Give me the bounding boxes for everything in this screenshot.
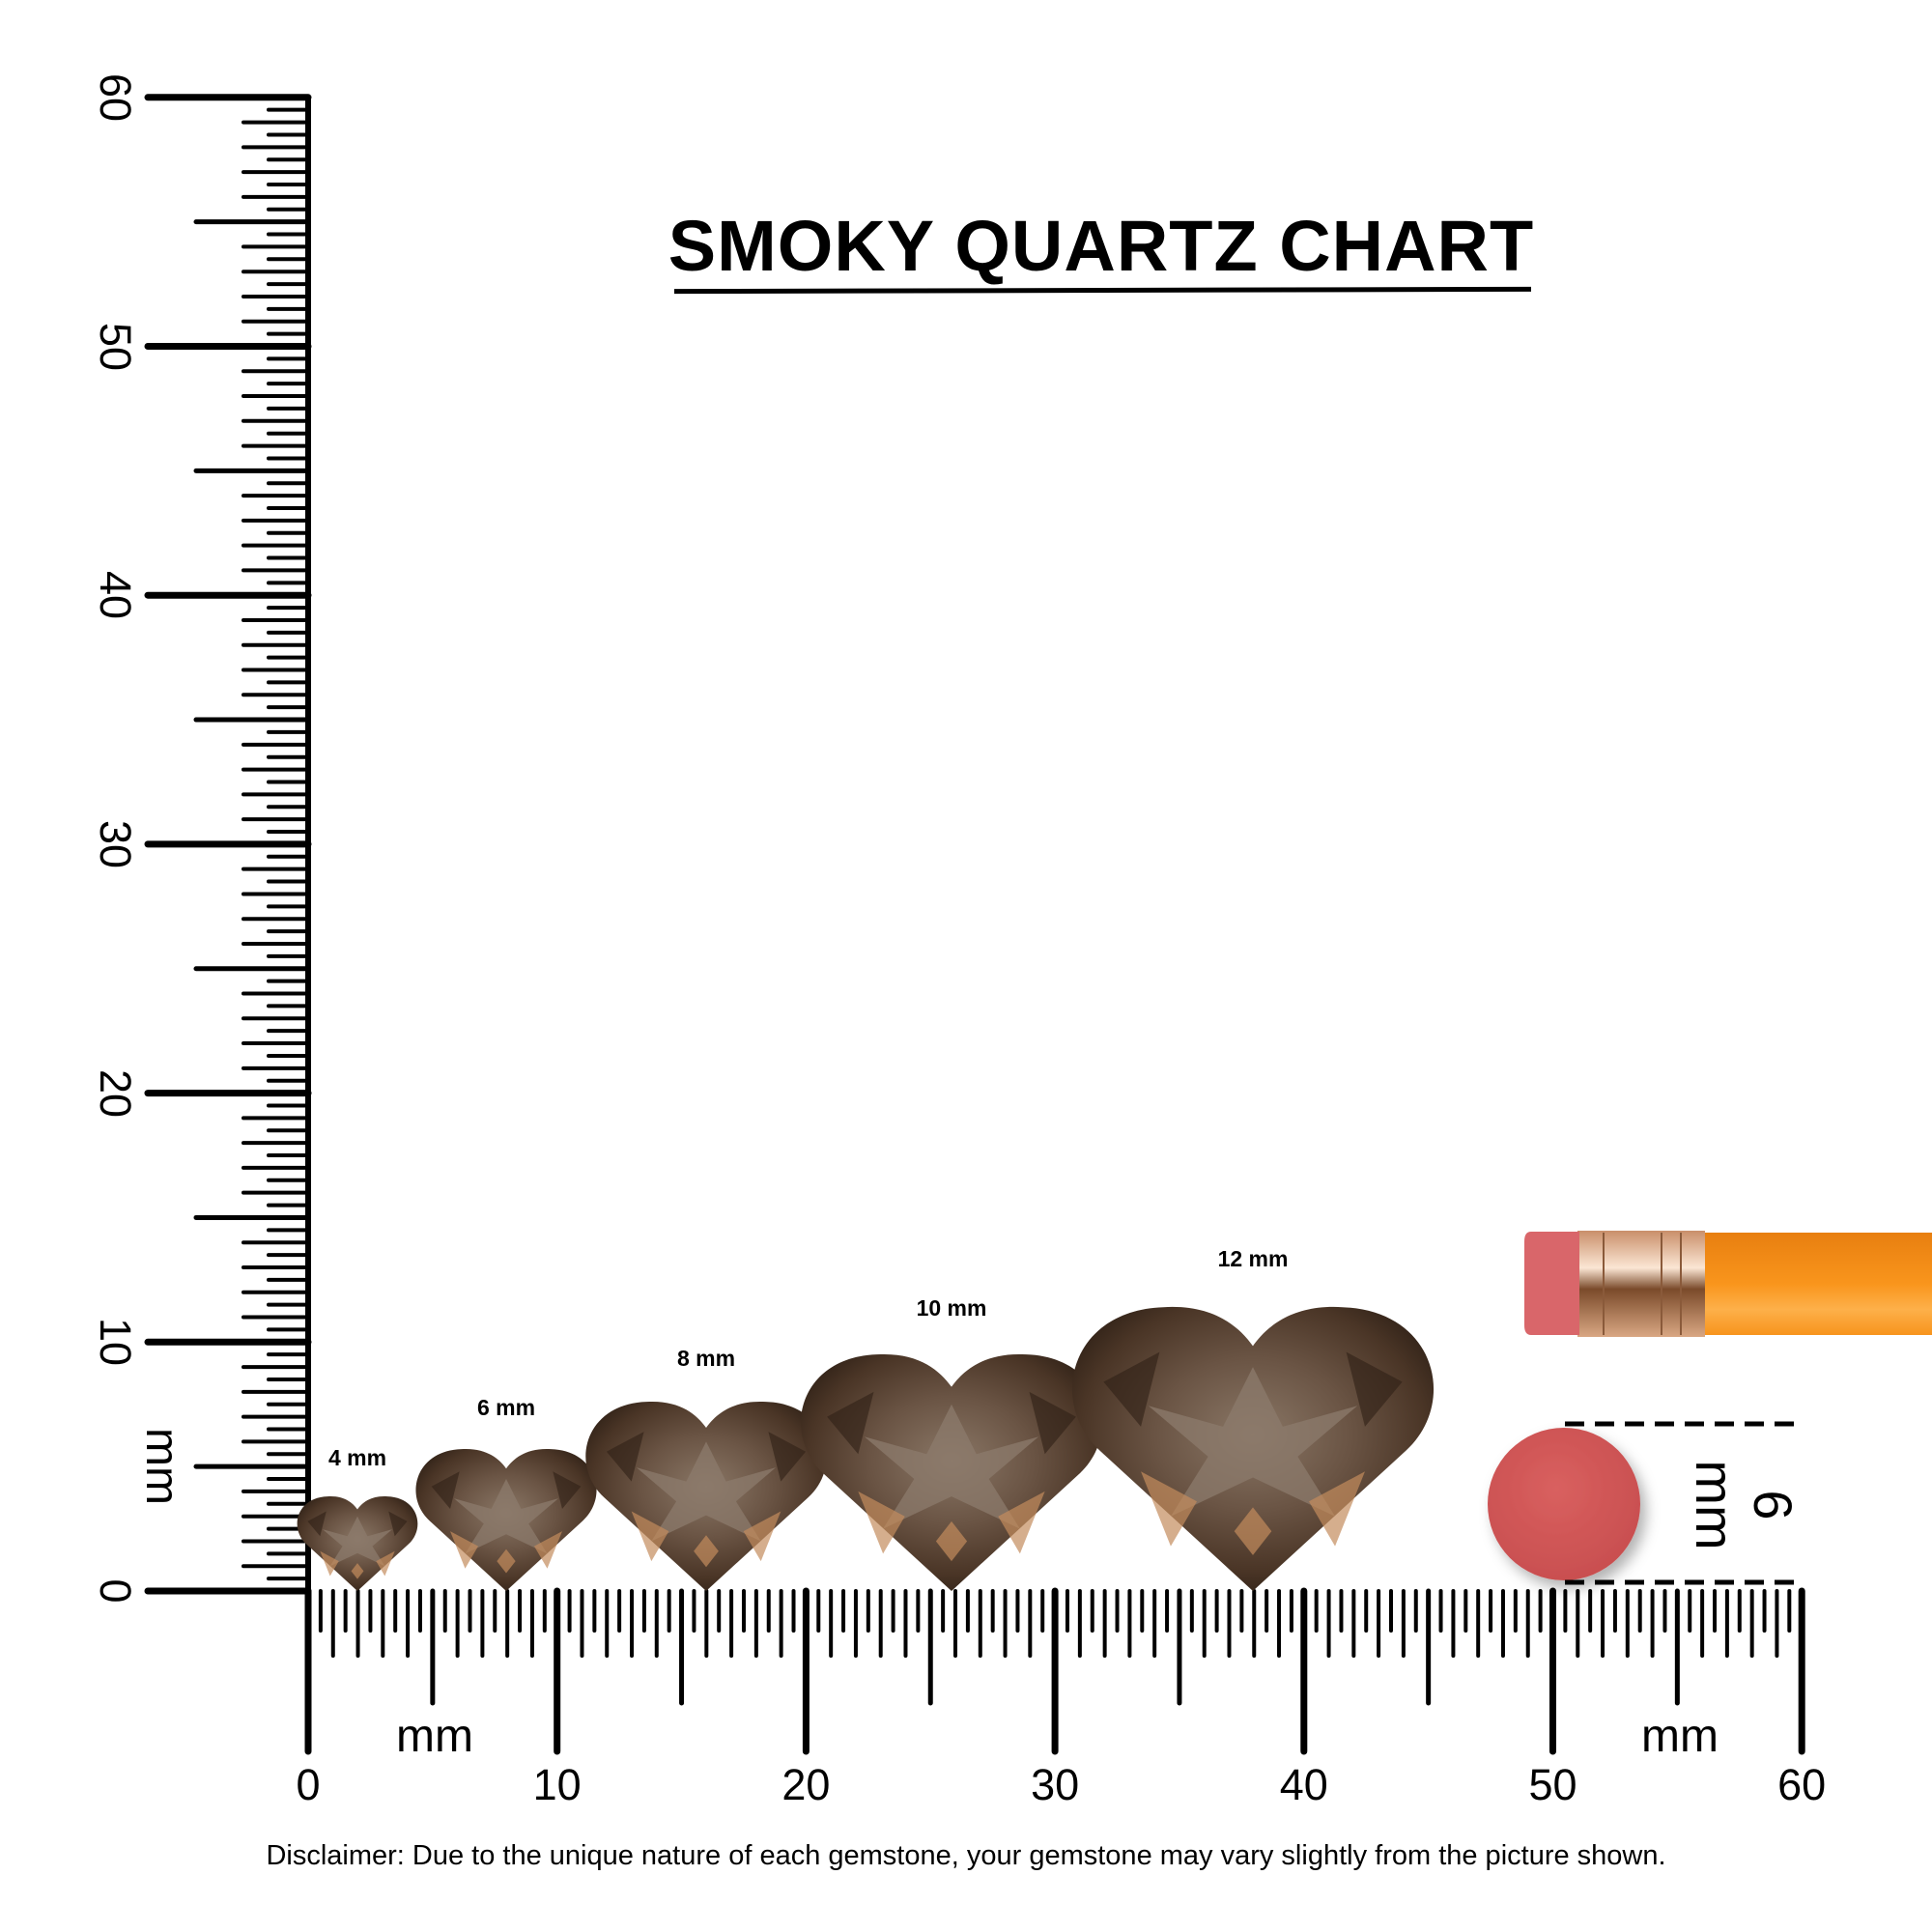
y-tick-label: 60: [91, 72, 140, 122]
heart-gemstone: [585, 1401, 827, 1591]
x-tick-label: 0: [296, 1760, 321, 1809]
gem-size-label: 6 mm: [476, 1395, 536, 1421]
heart-gemstone: [297, 1495, 418, 1591]
x-tick-label: 50: [1528, 1760, 1577, 1809]
horizontal-ruler: [304, 1587, 1805, 1755]
y-tick-label: 40: [91, 571, 140, 620]
x-tick-label: 30: [1031, 1760, 1080, 1809]
x-tick-label: 20: [781, 1760, 831, 1809]
x-tick-label: 60: [1777, 1760, 1827, 1809]
y-tick-label: 0: [91, 1578, 140, 1604]
vertical-ruler: [144, 94, 312, 1595]
x-unit-label: mm: [1641, 1711, 1719, 1762]
disclaimer: Disclaimer: Due to the unique nature of …: [266, 1840, 1666, 1871]
dimension-lines: [1565, 1421, 1799, 1585]
reference-size-label: 6 mm: [1685, 1460, 1804, 1550]
y-tick-label: 50: [91, 322, 140, 371]
gem-size-label: 10 mm: [916, 1295, 987, 1321]
x-tick-label: 10: [532, 1760, 582, 1809]
heart-gemstone: [415, 1448, 597, 1591]
heart-gemstone: [1071, 1306, 1435, 1591]
x-unit-label: mm: [396, 1711, 473, 1762]
y-tick-label: 10: [91, 1318, 140, 1367]
heart-gemstone: [801, 1353, 1102, 1592]
chart-title: SMOKY QUARTZ CHART: [668, 206, 1535, 286]
gem-size-label: 12 mm: [1217, 1245, 1289, 1271]
gem-size-label: 8 mm: [676, 1345, 736, 1371]
gem-size-label: 4 mm: [327, 1444, 387, 1470]
y-tick-label: 30: [91, 819, 140, 868]
y-unit-label: mm: [136, 1428, 187, 1505]
pencil-icon: [1524, 1231, 1932, 1337]
x-tick-label: 40: [1279, 1760, 1328, 1809]
gemstones: [297, 1306, 1435, 1592]
y-tick-label: 20: [91, 1068, 140, 1118]
eraser-circle: [1488, 1428, 1640, 1580]
